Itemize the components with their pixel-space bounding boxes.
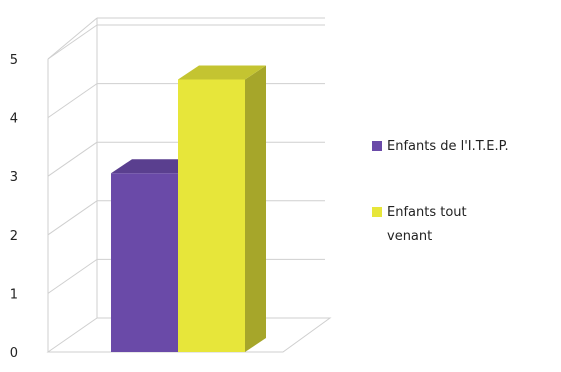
y-tick-label: 1 <box>10 287 18 302</box>
legend-label: Enfants de l'I.T.E.P. <box>387 139 509 154</box>
y-tick-label: 5 <box>10 53 18 68</box>
gridline-diagonal <box>47 83 98 119</box>
bar-top-face <box>178 65 266 80</box>
legend-swatch <box>372 207 382 217</box>
bars <box>111 65 266 352</box>
bar-front-face <box>178 79 245 352</box>
bar-top-face <box>111 159 199 174</box>
legend-label: Enfants tout <box>387 205 467 220</box>
y-tick-label: 2 <box>10 229 18 244</box>
y-tick-label: 3 <box>10 170 18 185</box>
bar-front-face <box>111 173 178 352</box>
y-axis-ticks: 0 1 2 3 4 5 <box>10 53 18 361</box>
legend-label: venant <box>387 229 432 244</box>
y-tick-label: 0 <box>10 346 18 361</box>
gridline-diagonal <box>47 24 98 60</box>
bar-side-face <box>245 65 266 352</box>
gridline-diagonal <box>47 258 98 294</box>
bar-series-2 <box>178 65 266 352</box>
gridline-diagonal <box>47 200 98 236</box>
legend: Enfants de l'I.T.E.P. Enfants tout venant <box>372 139 509 244</box>
y-tick-label: 4 <box>10 112 18 127</box>
gridline-diagonal <box>47 17 98 60</box>
gridline-diagonal <box>47 141 98 177</box>
legend-swatch <box>372 141 382 151</box>
